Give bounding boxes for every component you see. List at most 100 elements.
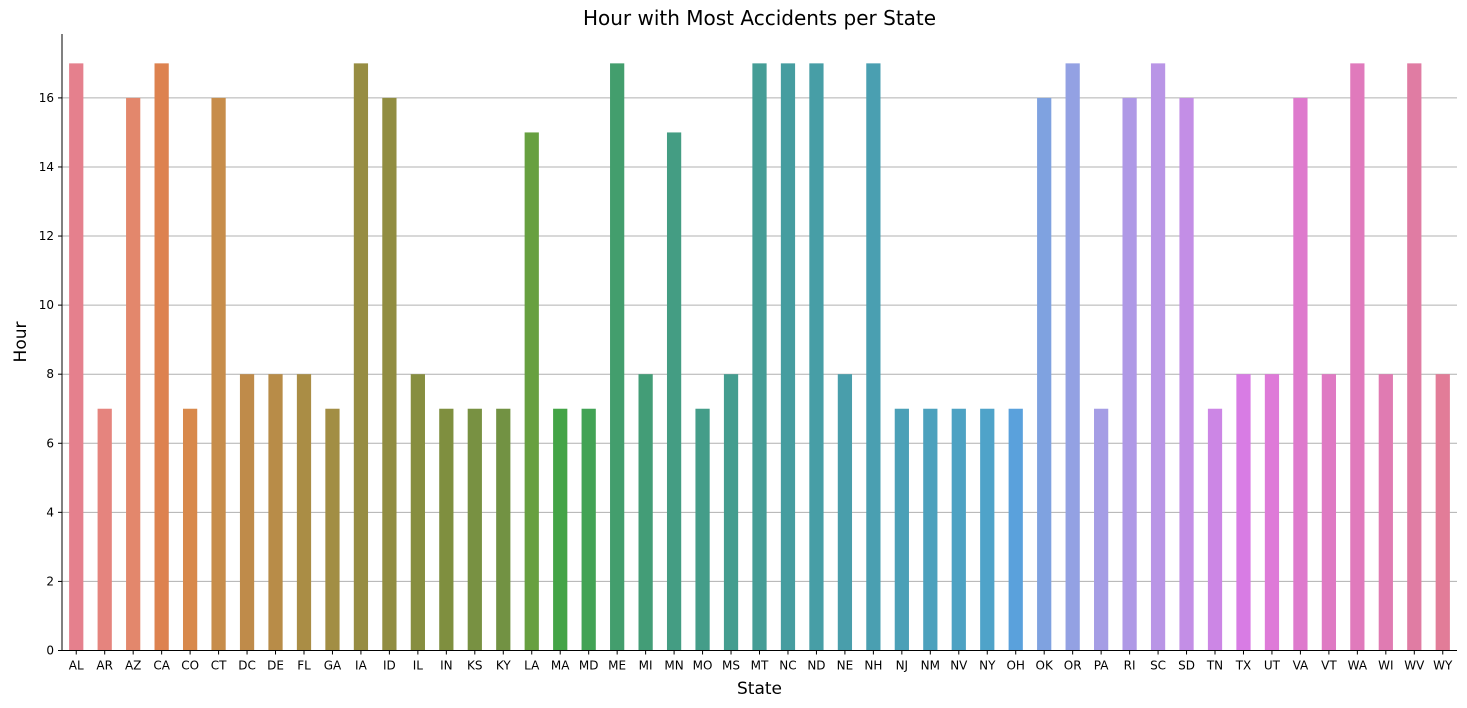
x-tick-label-il: IL (413, 659, 424, 673)
bar-va (1293, 97, 1308, 651)
y-tick-label: 14 (39, 160, 54, 174)
bar-ok (1037, 97, 1052, 651)
y-tick-label: 10 (39, 298, 54, 312)
x-tick-label-ks: KS (467, 659, 483, 673)
x-tick-label-ca: CA (153, 659, 170, 673)
bar-ks (467, 408, 482, 651)
x-tick-label-ri: RI (1124, 659, 1136, 673)
bar-in (439, 408, 454, 651)
x-tick-label-oh: OH (1006, 659, 1024, 673)
x-tick-label-ny: NY (979, 659, 996, 673)
x-tick-label-mo: MO (693, 659, 713, 673)
bar-nv (951, 408, 966, 651)
x-axis-title: State (737, 679, 782, 699)
bar-nm (923, 408, 938, 651)
bar-tx (1236, 374, 1251, 651)
bar-az (126, 97, 141, 651)
bar-co (182, 408, 198, 651)
x-tick-label-nj: NJ (896, 659, 909, 673)
x-tick-label-in: IN (440, 659, 453, 673)
bar-il (410, 374, 425, 651)
x-tick-label-id: ID (383, 659, 396, 673)
bar-wv (1407, 63, 1422, 651)
x-tick-label-ok: OK (1036, 659, 1054, 673)
bar-ct (211, 97, 226, 651)
x-tick-label-la: LA (524, 659, 540, 673)
bar-ne (837, 374, 853, 651)
bar-mo (695, 408, 710, 651)
bar-mi (638, 374, 653, 651)
x-tick-label-dc: DC (238, 659, 256, 673)
x-tick-label-tn: TN (1206, 659, 1223, 673)
x-tick-label-al: AL (69, 659, 84, 673)
bar-nj (894, 408, 909, 651)
x-tick-label-pa: PA (1094, 659, 1109, 673)
bar-ca (154, 63, 169, 651)
bar-ri (1122, 97, 1137, 651)
chart-title: Hour with Most Accidents per State (583, 6, 936, 30)
y-tick-label: 8 (46, 367, 54, 381)
bars (69, 63, 1450, 651)
x-tick-label-mt: MT (751, 659, 769, 673)
x-tick-label-ga: GA (324, 659, 342, 673)
x-tick-label-sc: SC (1150, 659, 1166, 673)
x-tick-label-md: MD (579, 659, 599, 673)
x-tick-label-wv: WV (1404, 659, 1425, 673)
bar-ut (1264, 374, 1280, 651)
x-tick-label-nd: ND (807, 659, 825, 673)
bar-vt (1321, 374, 1337, 651)
bar-id (382, 97, 397, 651)
y-tick-label: 6 (46, 436, 54, 450)
x-tick-label-nc: NC (779, 659, 796, 673)
x-tick-label-mi: MI (639, 659, 653, 673)
y-tick-label: 12 (39, 229, 54, 243)
x-tick-label-ky: KY (496, 659, 511, 673)
bar-ma (553, 408, 568, 651)
bar-nc (780, 63, 796, 651)
x-tick-label-ct: CT (211, 659, 227, 673)
bar-me (610, 63, 625, 651)
x-tick-label-ut: UT (1264, 659, 1281, 673)
y-tick-label: 16 (39, 91, 54, 105)
bar-ga (325, 408, 340, 651)
x-tick-label-ne: NE (837, 659, 854, 673)
bar-dc (239, 374, 255, 651)
x-tick-label-tx: TX (1235, 659, 1252, 673)
x-tick-label-va: VA (1293, 659, 1309, 673)
x-tick-label-nv: NV (950, 659, 968, 673)
bar-mn (666, 132, 682, 651)
bar-or (1065, 63, 1080, 651)
bar-al (69, 63, 84, 651)
x-tick-label-nh: NH (864, 659, 882, 673)
bar-ms (723, 374, 739, 651)
y-axis-title: Hour (11, 322, 31, 363)
x-tick-label-wy: WY (1433, 659, 1453, 673)
bar-wi (1378, 374, 1393, 651)
x-tick-label-mn: MN (664, 659, 683, 673)
bar-fl (296, 374, 312, 651)
x-tick-label-fl: FL (297, 659, 311, 673)
bar-ia (353, 63, 369, 651)
bar-la (524, 132, 539, 651)
bar-sc (1150, 63, 1166, 651)
x-tick-label-az: AZ (125, 659, 141, 673)
bar-oh (1008, 408, 1023, 651)
bar-de (268, 374, 283, 651)
x-tick-label-vt: VT (1321, 659, 1337, 673)
bar-md (581, 408, 596, 651)
x-tick-label-wi: WI (1378, 659, 1393, 673)
bar-ky (496, 408, 511, 651)
x-axis-ticks: AL AR AZ CA CO CT DC DE FL GA IA ID IL IN KS KY LA MA MD ME… (69, 650, 1453, 673)
bar-ny (980, 408, 995, 651)
y-tick-label: 4 (46, 505, 54, 519)
bar-ar (97, 408, 112, 651)
x-tick-label-ia: IA (355, 659, 368, 673)
x-tick-label-ma: MA (551, 659, 570, 673)
bar-sd (1179, 97, 1194, 651)
bar-wa (1350, 63, 1365, 651)
bar-pa (1094, 408, 1109, 651)
x-tick-label-ar: AR (96, 659, 113, 673)
y-tick-label: 0 (46, 644, 54, 658)
x-tick-label-co: CO (181, 659, 199, 673)
x-tick-label-sd: SD (1178, 659, 1195, 673)
